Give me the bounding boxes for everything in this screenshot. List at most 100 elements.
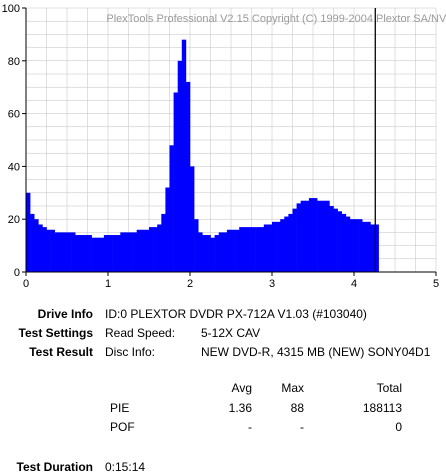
pie-bar	[153, 227, 158, 272]
y-tick-label: 60	[8, 109, 20, 121]
y-tick-label: 20	[8, 214, 20, 226]
pie-bar	[304, 200, 310, 272]
stats-header-total: Total	[376, 381, 402, 395]
pie-bar	[284, 216, 289, 272]
pie-bar	[71, 232, 76, 272]
pie-bar	[198, 232, 203, 272]
y-tick-label: 80	[8, 56, 20, 68]
pie-bar	[140, 229, 146, 272]
pie-bar	[202, 235, 207, 272]
x-tick-label: 5	[433, 278, 439, 290]
pie-bar	[87, 235, 92, 272]
pie-bar	[243, 227, 248, 272]
x-tick-label: 3	[269, 278, 275, 290]
pie-bar	[116, 235, 121, 272]
pie-bar	[67, 232, 72, 272]
drive-info-value: ID:0 PLEXTOR DVDR PX-712A V1.03 (#103040…	[105, 307, 367, 321]
pie-bar	[218, 232, 224, 272]
pie-bar	[206, 235, 211, 272]
pie-bar	[362, 221, 367, 272]
stats-header-max: Max	[281, 381, 304, 395]
stats-row-pie-name: PIE	[110, 401, 130, 415]
pie-bar	[108, 235, 113, 272]
pie-bar	[247, 227, 252, 272]
watermark-text: PlexTools Professional V2.15 Copyright (…	[106, 13, 446, 25]
pie-bar	[341, 213, 347, 272]
pie-bar	[75, 235, 80, 272]
pie-bar	[136, 229, 142, 272]
stats-row-pof-max: -	[300, 420, 304, 434]
chart-svg: PlexTools Professional V2.15 Copyright (…	[2, 3, 446, 290]
test-duration-label: Test Duration	[16, 460, 93, 474]
pie-bar	[128, 232, 133, 272]
pie-bar	[337, 211, 342, 272]
pie-bar	[26, 192, 31, 272]
pie-bar	[132, 232, 137, 272]
stats-row-pof-total: 0	[395, 420, 402, 434]
pie-bar	[349, 219, 355, 272]
pie-bar	[333, 208, 338, 272]
pie-bar	[345, 216, 351, 272]
pie-bar	[276, 221, 281, 272]
pie-bar	[30, 213, 35, 272]
pie-bar	[103, 235, 109, 272]
pie-bar	[292, 208, 297, 272]
y-tick-label: 40	[8, 161, 20, 173]
pie-bar	[235, 229, 240, 272]
pie-bar	[34, 219, 39, 272]
pie-bar	[46, 229, 51, 272]
read-speed-value: 5-12X CAV	[201, 326, 261, 340]
y-tick-label: 0	[14, 267, 20, 279]
pie-bar	[222, 232, 228, 272]
pie-bar	[288, 213, 293, 272]
pie-bar	[263, 224, 269, 272]
pie-bar	[157, 224, 162, 272]
stats-row-pie-avg: 1.36	[228, 401, 252, 415]
pie-bar	[38, 224, 43, 272]
pie-bar	[321, 200, 326, 272]
pie-bar	[370, 224, 375, 272]
pie-bar	[149, 227, 154, 272]
pie-bar	[325, 200, 330, 272]
pie-bar	[308, 198, 314, 272]
pie-bar	[124, 232, 129, 272]
pie-bar	[79, 235, 84, 272]
stats-row-pof-avg: -	[248, 420, 252, 434]
x-tick-label: 2	[187, 278, 193, 290]
pie-bar	[214, 235, 219, 272]
pie-bar	[190, 166, 195, 272]
pie-bar	[165, 187, 170, 272]
pie-bar	[313, 198, 318, 272]
pie-bar	[144, 229, 150, 272]
pie-bar	[300, 200, 306, 272]
pie-bar	[173, 92, 178, 272]
pie-bar	[50, 229, 55, 272]
pie-bar	[296, 203, 301, 272]
test-result-label: Test Result	[29, 345, 93, 359]
pie-bar	[177, 60, 183, 272]
pie-bar	[91, 237, 96, 272]
pie-bar	[280, 219, 285, 272]
pie-bar	[161, 213, 166, 272]
pie-bar	[329, 206, 334, 272]
x-tick-label: 1	[105, 278, 111, 290]
pie-bar	[185, 81, 191, 272]
pie-bar	[226, 229, 232, 272]
drive-info-label: Drive Info	[37, 307, 93, 321]
pie-bar	[255, 227, 260, 272]
pie-bar	[210, 237, 215, 272]
pie-bar	[194, 219, 199, 272]
pie-bar	[62, 232, 68, 272]
disc-info-value: NEW DVD-R, 4315 MB (NEW) SONY04D1	[201, 345, 431, 359]
stats-row-pie-total: 188113	[362, 401, 402, 415]
pie-bar	[267, 224, 273, 272]
stats-row-pof-name: POF	[110, 420, 135, 434]
pie-bar	[181, 39, 187, 273]
x-tick-label: 0	[23, 278, 29, 290]
pie-bar	[366, 221, 371, 272]
pie-bar	[374, 224, 379, 272]
pie-bar	[251, 227, 256, 272]
pie-bar	[112, 235, 117, 272]
pie-bar	[317, 200, 322, 272]
disc-info-key: Disc Info:	[105, 345, 156, 359]
